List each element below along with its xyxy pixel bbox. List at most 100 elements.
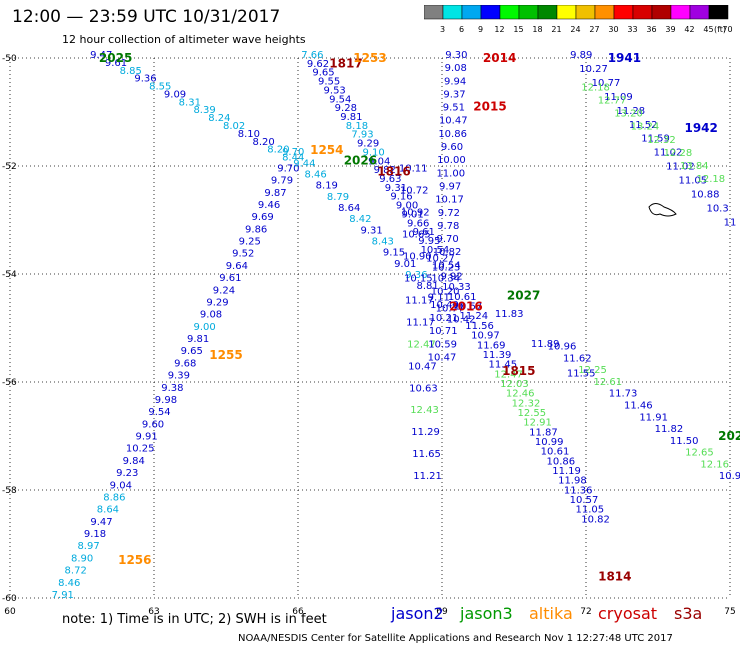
wave-height-value: 10.57 [570, 495, 599, 506]
page-title: 12:00 — 23:59 UTC 10/31/2017 [12, 7, 281, 27]
wave-height-value: 9.60 [142, 419, 164, 430]
wave-height-value: 10.65 [402, 229, 431, 240]
wave-height-value: 7.66 [301, 50, 323, 61]
colorbar-tick-label: 9 [478, 25, 483, 34]
wave-height-value: 10.15 [404, 273, 433, 284]
wave-height-value: 11 [724, 217, 737, 228]
wave-height-value: 12.65 [685, 448, 714, 459]
track-pass-label: 2014 [483, 51, 516, 65]
mission-jason2-label: jason2 [391, 604, 444, 623]
track-pass-label: 2025 [99, 51, 132, 65]
wave-height-value: 10.97 [471, 331, 500, 342]
wave-height-value: 11.82 [655, 424, 684, 435]
footer-note: note: 1) Time is in UTC; 2) SWH is in fe… [62, 612, 327, 627]
wave-height-value: 9.11 [428, 292, 450, 303]
wave-height-value: 9.39 [168, 371, 190, 382]
track-pass-label: 1817 [329, 56, 362, 70]
track-pass-label: 1942 [684, 121, 717, 135]
track-1942: 12.18 12.77 13.20 13.24 12.32 12.28 13.84 12.18… [581, 82, 725, 185]
wave-height-value: 9.38 [161, 383, 183, 394]
wave-height-value: 10.63 [409, 383, 438, 394]
wave-height-value: 10.77 [592, 78, 621, 89]
track-2028: 10.9611.6212.2512.6111.7311.4611.9111.82… [548, 342, 740, 483]
wave-height-value: 9.23 [116, 468, 138, 479]
wave-height-value: 11.02 [666, 162, 695, 173]
wave-height-value: 8.79 [327, 192, 349, 203]
wave-height-value: 11.98 [558, 476, 587, 487]
wave-height-value: 9.47 [90, 517, 112, 528]
track-1256: 7.918.468.72 8.908.979.189.478.64 8.869.04… [52, 163, 300, 601]
wave-height-value: 9.66 [407, 218, 429, 229]
color-scale-legend: 3 6 9 12 15 18 21 24 27 30 33 36 39 42 45 70(ft) [424, 5, 733, 34]
wave-height-value: 9.24 [213, 285, 235, 296]
wave-height-value: 9.91 [135, 432, 157, 443]
wave-height-value: 11.24 [459, 311, 488, 322]
track-pass-label: 2026 [344, 154, 377, 168]
wave-height-value: 9.18 [84, 529, 106, 540]
wave-height-value: 9.04 [110, 480, 132, 491]
wave-height-value: 11.17 [405, 295, 434, 306]
wave-height-value: 9.36 [134, 74, 156, 85]
wave-height-value: 9.16 [390, 192, 412, 203]
wave-height-value: 7.93 [351, 130, 373, 141]
wave-height-value: 9.04 [368, 156, 390, 167]
wave-height-value: 12.91 [523, 418, 552, 429]
wave-height-value: 8.43 [372, 236, 394, 247]
island-outline [648, 203, 677, 217]
wave-height-value: 8.64 [97, 505, 119, 516]
wave-height-value: 11.89 [531, 339, 560, 350]
wave-height-value: 9.31 [360, 225, 382, 236]
wave-height-value: 10.9 [719, 471, 740, 482]
x-tick-label: 72 [580, 607, 591, 617]
wave-height-value: 8.24 [208, 113, 230, 124]
wave-height-value: 11.45 [488, 360, 517, 371]
wave-height-value: 10.20 [431, 287, 460, 298]
wave-height-value: 12.47 [494, 369, 523, 380]
track-pass-label: 1941 [608, 51, 641, 65]
mission-jason3-label: jason3 [460, 604, 513, 623]
wave-height-value: 9.09 [164, 89, 186, 100]
wave-height-value: 9.01 [401, 209, 423, 220]
wave-height-value: 8.72 [65, 566, 87, 577]
wave-height-value: 9.61 [413, 227, 435, 238]
wave-height-value: 10.86 [438, 129, 467, 140]
colorbar-tick-label: 12 [494, 25, 504, 34]
wave-height-value: 8.20 [253, 137, 275, 148]
wave-height-value: 10.86 [546, 456, 575, 467]
wave-height-value: 9.79 [271, 176, 293, 187]
wave-height-value: 9.81 [340, 112, 362, 123]
wave-height-value: 12.16 [700, 459, 729, 470]
track-pass-label: 2015 [473, 100, 506, 114]
y-tick-label: -60 [2, 594, 17, 604]
wave-height-value: 8.44 [282, 153, 304, 164]
wave-height-value: 9.28 [335, 103, 357, 114]
wave-height-value: 10.72 [400, 185, 429, 196]
track-1941: 9.8910.2710.7711.0911.2811.5211.5911.021… [570, 50, 736, 228]
wave-height-value: 9.29 [206, 297, 228, 308]
wave-height-value: 10.40 [430, 300, 459, 311]
colorbar-tick-label: 6 [459, 25, 464, 34]
wave-height-value: 8.55 [149, 82, 171, 93]
wave-height-value: 10.77 [436, 303, 465, 314]
wave-height-value: 11.83 [495, 309, 524, 320]
wave-height-value: 10.88 [691, 190, 720, 201]
wave-height-value: 8.86 [103, 492, 125, 503]
colorbar-tick-label: 36 [646, 25, 656, 34]
wave-height-value: 9.97 [439, 181, 461, 192]
wave-height-value: 11.62 [563, 353, 592, 364]
wave-height-value: 11.29 [411, 427, 440, 438]
wave-height-value: 11.19 [552, 466, 581, 477]
wave-height-value: 8.81 [416, 281, 438, 292]
wave-height-value: 8.64 [338, 203, 360, 214]
wave-height-value: 10.23 [432, 263, 461, 274]
wave-height-value: 9.72 [438, 208, 460, 219]
wave-height-value: 10.54 [432, 260, 461, 271]
track-1253: 1253 [353, 51, 386, 65]
colorbar-tick-label: 39 [665, 25, 675, 34]
wave-height-value: 9.60 [441, 142, 463, 153]
track-1815: 1815 [502, 364, 535, 378]
wave-height-value: 12.32 [647, 135, 676, 146]
wave-height-value: 10.25 [126, 444, 155, 455]
wave-height-value: 11.52 [629, 120, 658, 131]
wave-height-value: 9.10 [363, 147, 385, 158]
